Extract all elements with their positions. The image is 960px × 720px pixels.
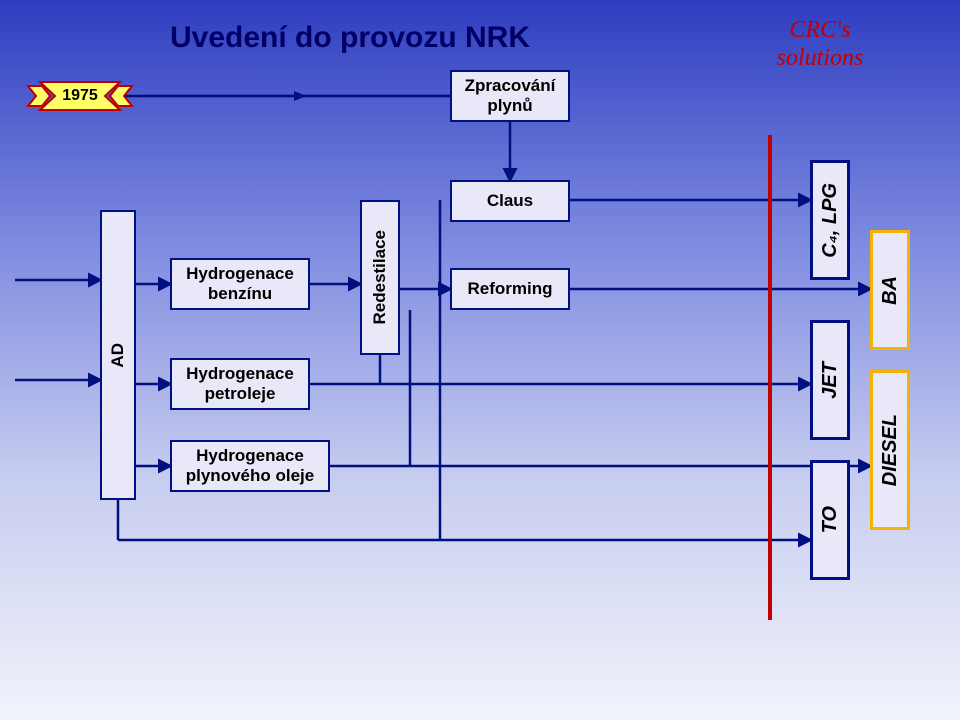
box-reforming: Reforming <box>450 268 570 310</box>
box-claus: Claus <box>450 180 570 222</box>
box-hydr_plyn: Hydrogenace plynového oleje <box>170 440 330 492</box>
box-ad: AD <box>100 210 136 500</box>
box-hydr_benz: Hydrogenace benzínu <box>170 258 310 310</box>
diagram-canvas: Uvedení do provozu NRK CRC'ssolutions 1975… <box>0 0 960 720</box>
product-ba: BA <box>870 230 910 350</box>
crc-label: CRC'ssolutions <box>720 15 920 75</box>
product-diesel: DIESEL <box>870 370 910 530</box>
box-redest: Redestilace <box>360 200 400 355</box>
box-zpracovani: Zpracování plynů <box>450 70 570 122</box>
product-c4lpg: C₄, LPG <box>810 160 850 280</box>
year-ribbon-label: 1975 <box>48 82 112 110</box>
box-hydr_petr: Hydrogenace petroleje <box>170 358 310 410</box>
product-jet: JET <box>810 320 850 440</box>
page-title: Uvedení do provozu NRK <box>170 18 670 58</box>
product-to: TO <box>810 460 850 580</box>
